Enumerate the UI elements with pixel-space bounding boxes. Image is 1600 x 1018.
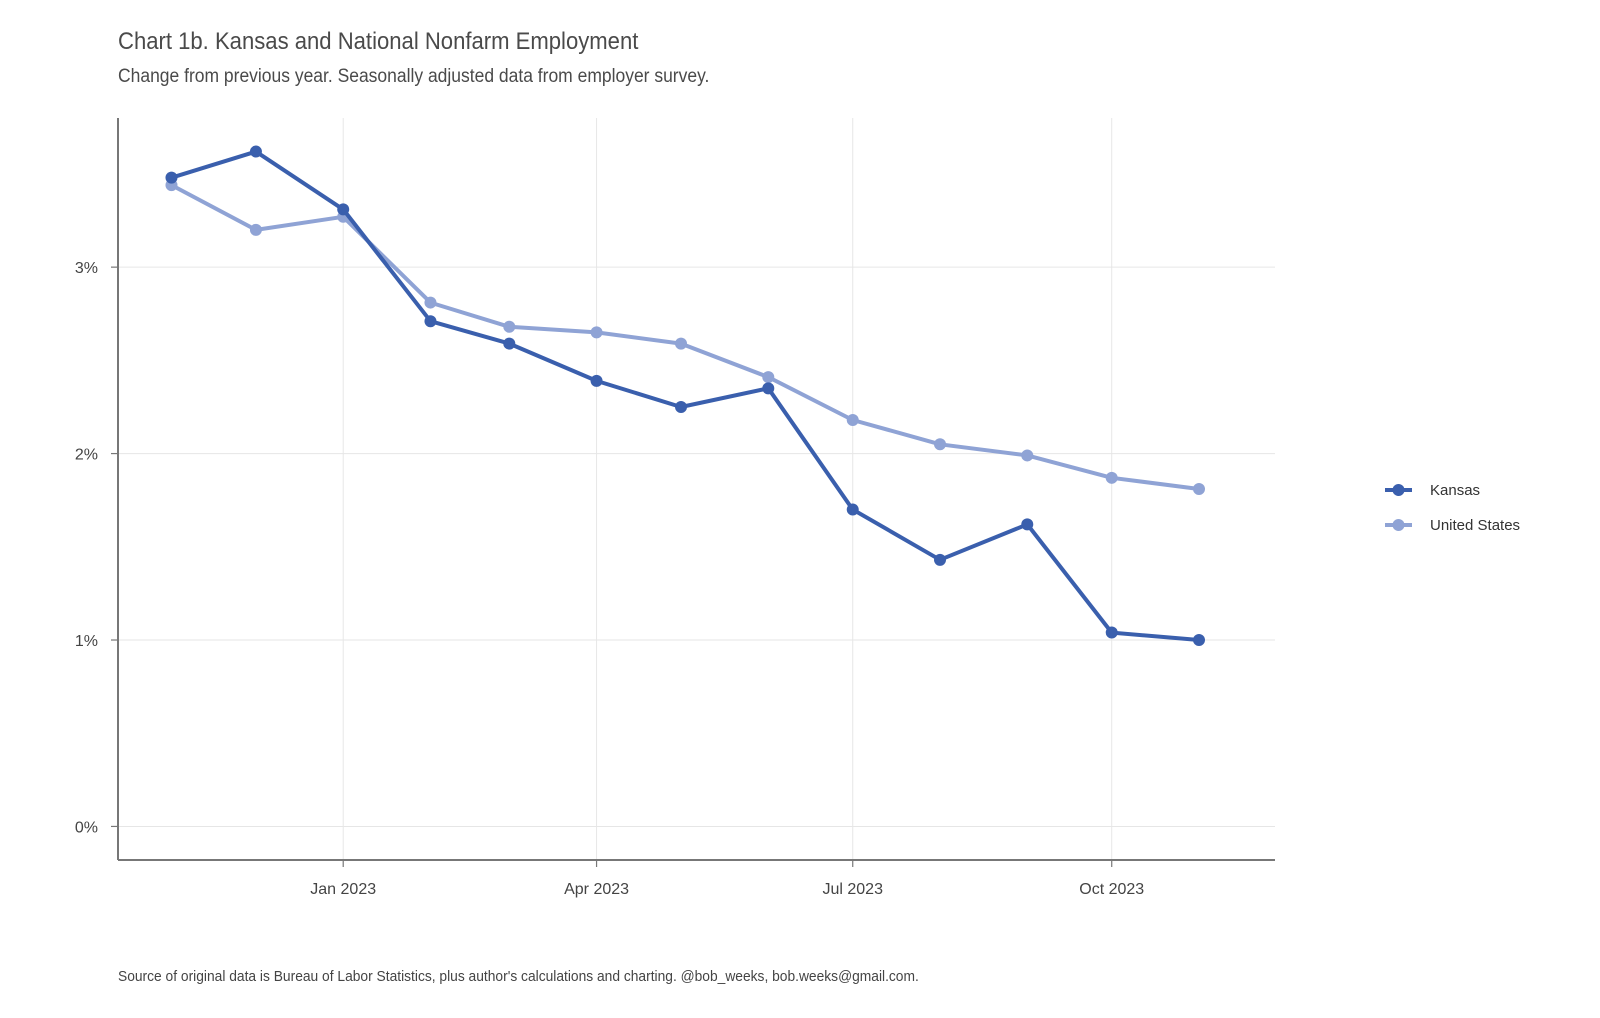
data-point-kansas (424, 315, 437, 328)
chart-title: Chart 1b. Kansas and National Nonfarm Em… (118, 28, 639, 55)
data-point-united-states (424, 296, 437, 309)
grid-lines (118, 118, 1275, 860)
data-point-united-states (846, 414, 859, 427)
series-line-united-states (169, 183, 1201, 491)
legend-item-united-states: United States (1385, 517, 1520, 534)
legend-marker-kansas (1392, 484, 1405, 496)
data-point-kansas (1021, 518, 1034, 531)
y-axis-ticks: 0% 1% 2% 3% (75, 260, 118, 836)
data-point-united-states (934, 438, 947, 451)
x-tick-label: Apr 2023 (564, 881, 629, 898)
data-point-kansas (503, 337, 516, 350)
legend-marker-united-states (1392, 519, 1405, 531)
chart-subtitle: Change from previous year. Seasonally ad… (118, 66, 710, 87)
x-tick-label: Oct 2023 (1079, 881, 1144, 898)
data-point-united-states (675, 337, 688, 350)
x-tick-label: Jul 2023 (822, 881, 883, 898)
data-point-kansas (1192, 634, 1205, 647)
data-point-kansas (590, 374, 603, 387)
data-point-kansas (165, 171, 178, 184)
data-point-united-states (1021, 449, 1034, 462)
x-tick-label: Jan 2023 (310, 881, 376, 898)
legend-label-united-states: United States (1430, 517, 1520, 534)
data-point-united-states (1105, 471, 1118, 484)
series-layer (165, 145, 1205, 647)
y-tick-label: 3% (75, 260, 98, 277)
y-tick-label: 0% (75, 819, 98, 836)
data-point-kansas (675, 400, 688, 413)
data-point-kansas (249, 145, 262, 158)
series-kansas (165, 145, 1205, 647)
x-axis-ticks: Jan 2023 Apr 2023 Jul 2023 Oct 2023 (310, 860, 1144, 898)
y-tick-label: 2% (75, 447, 98, 464)
data-point-united-states (249, 223, 262, 236)
legend-item-kansas: Kansas (1385, 482, 1480, 499)
series-united-states (165, 179, 1205, 495)
legend-label-kansas: Kansas (1430, 482, 1480, 499)
source-caption: Source of original data is Bureau of Lab… (118, 968, 919, 985)
data-point-united-states (1192, 483, 1205, 495)
data-point-united-states (503, 320, 516, 333)
data-point-kansas (762, 382, 775, 395)
series-line-kansas (169, 149, 1201, 642)
data-point-kansas (1105, 626, 1118, 639)
data-point-united-states (590, 326, 603, 339)
data-point-united-states (762, 371, 775, 384)
data-point-kansas (846, 503, 859, 516)
data-point-kansas (934, 553, 947, 566)
data-point-kansas (337, 203, 350, 216)
axes (117, 118, 1275, 861)
legend: Kansas United States (1385, 482, 1520, 534)
y-tick-label: 1% (75, 633, 98, 650)
